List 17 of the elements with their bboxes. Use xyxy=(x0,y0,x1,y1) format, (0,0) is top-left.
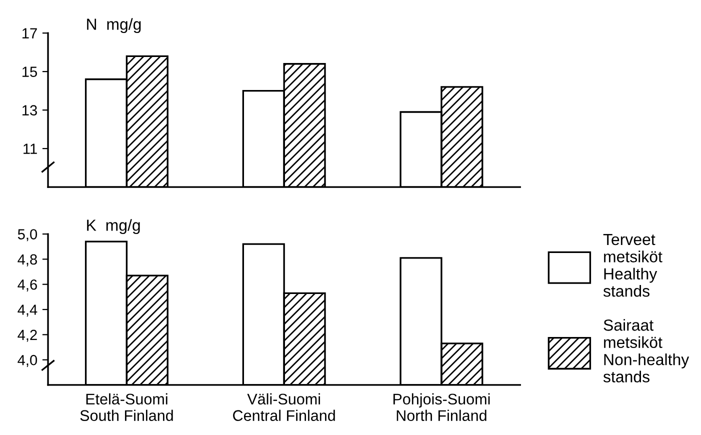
y-axis-title: K mg/g xyxy=(87,219,140,234)
legend-label: Sairaat metsiköt Non-healthy stands xyxy=(603,319,690,382)
y-tick-label: 11 xyxy=(24,144,37,154)
y-tick-label: 4,8 xyxy=(18,254,37,266)
legend-label: Terveet metsiköt Healthy stands xyxy=(603,234,662,297)
y-tick-label: 4,2 xyxy=(18,330,37,342)
y-tick-label: 4,6 xyxy=(18,279,37,292)
y-tick-label: 5,0 xyxy=(18,229,38,242)
x-tick-label: Etelä-Suomi South Finland xyxy=(80,393,173,421)
x-tick-label: Väli-Suomi Central Finland xyxy=(233,393,335,421)
y-tick-label: 17 xyxy=(22,28,37,38)
y-tick-label: 4,0 xyxy=(18,354,38,367)
x-tick-label: Pohjois-Suomi North Finland xyxy=(393,393,490,421)
y-axis-title: N mg/g xyxy=(87,18,141,34)
y-tick-label: 13 xyxy=(22,105,37,116)
y-tick-label: 4,4 xyxy=(18,304,38,317)
y-tick-label: 15 xyxy=(22,66,37,77)
